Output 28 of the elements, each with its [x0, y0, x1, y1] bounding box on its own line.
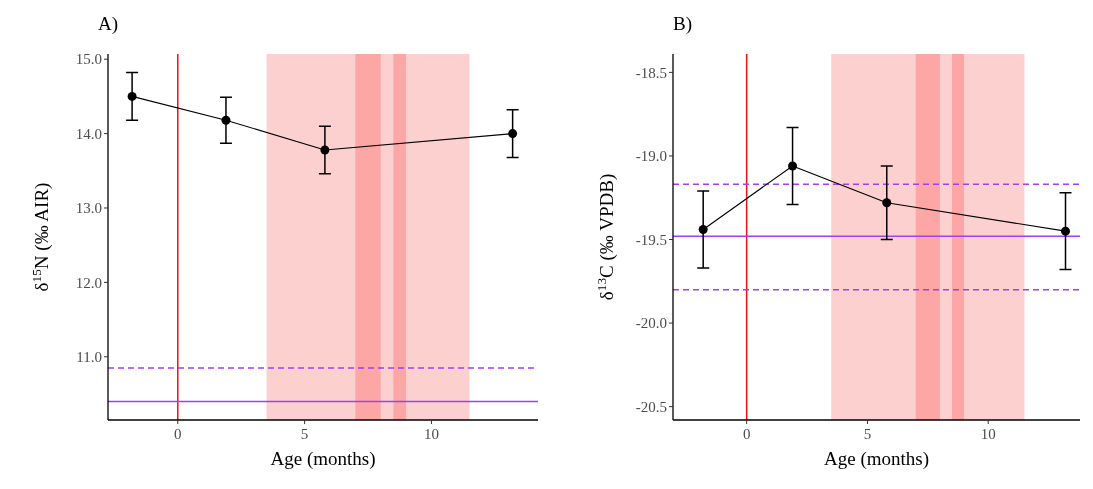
y-tick-label: 14.0	[75, 125, 102, 142]
chart-title: B)	[673, 13, 692, 35]
y-tick-label: 11.0	[76, 349, 102, 366]
point	[127, 91, 137, 101]
y-tick-label: 13.0	[75, 200, 102, 217]
point	[1061, 226, 1071, 236]
y-tick-label: -20.5	[635, 398, 667, 415]
point	[221, 115, 231, 125]
point	[788, 161, 798, 171]
x-axis-title: Age (months)	[270, 448, 376, 470]
x-tick-label: 10	[423, 426, 439, 442]
x-axis-title: Age (months)	[823, 448, 930, 470]
point	[882, 198, 892, 208]
x-tick-label: 0	[742, 426, 751, 442]
y-tick-label: -19.0	[635, 148, 667, 165]
y-tick-label: 15.0	[75, 51, 102, 68]
point	[320, 145, 330, 155]
y-tick-label: -19.5	[635, 231, 667, 248]
x-tick-label: 0	[174, 426, 182, 442]
y-tick-label: -18.5	[635, 64, 667, 81]
y-tick-label: -20.0	[635, 315, 667, 332]
x-tick-label: 5	[863, 426, 872, 442]
x-tick-label: 10	[980, 426, 996, 442]
x-tick-label: 5	[300, 426, 309, 442]
point	[698, 224, 708, 234]
point	[508, 129, 518, 139]
chart-title: A)	[98, 13, 119, 35]
y-tick-label: 12.0	[75, 274, 102, 291]
